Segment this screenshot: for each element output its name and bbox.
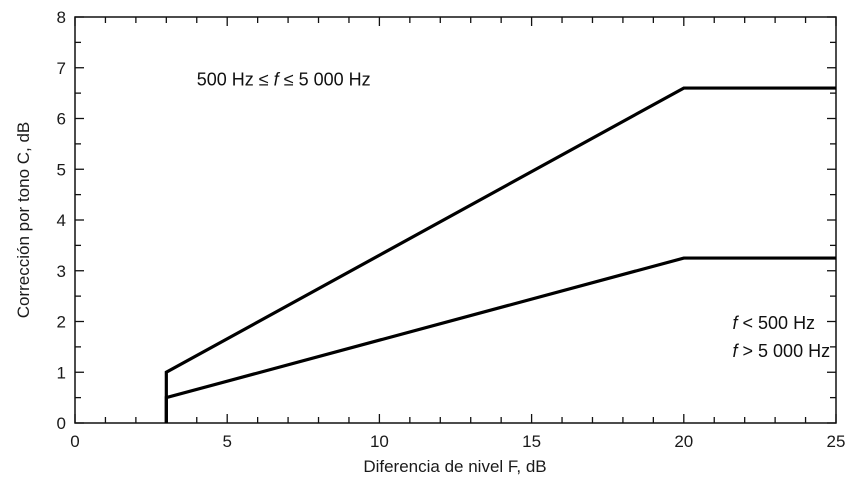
x-tick-label: 5 (222, 432, 231, 451)
x-tick-label: 15 (522, 432, 541, 451)
x-tick-label: 25 (827, 432, 846, 451)
x-axis-label: Diferencia de nivel F, dB (363, 457, 546, 476)
x-tick-label: 20 (674, 432, 693, 451)
y-tick-label: 8 (57, 8, 66, 27)
y-axis-label: Corrección por tono C, dB (14, 122, 33, 319)
annotation-2: f < 500 Hz (733, 313, 816, 333)
plot-frame (74, 16, 837, 424)
x-tick-label: 0 (70, 432, 79, 451)
annotation-1: 500 Hz ≤ f ≤ 5 000 Hz (197, 70, 371, 90)
y-tick-label: 2 (57, 313, 66, 332)
y-tick-label: 6 (57, 110, 66, 129)
y-tick-label: 3 (57, 262, 66, 281)
axis-ticks (74, 16, 837, 424)
y-tick-label: 5 (57, 160, 66, 179)
annotation-3: f > 5 000 Hz (733, 341, 831, 361)
tick-labels: 0 5 10 15 20 25 0 1 2 3 4 5 6 7 8 (57, 8, 846, 451)
y-tick-label: 0 (57, 414, 66, 433)
annotations: 500 Hz ≤ f ≤ 5 000 Hz f < 500 Hz f > 5 000… (197, 70, 830, 362)
x-tick-label: 10 (370, 432, 389, 451)
y-tick-label: 1 (57, 363, 66, 382)
series-line-1 (164, 86, 836, 423)
series-line-2 (164, 256, 836, 423)
y-tick-label: 7 (57, 59, 66, 78)
y-tick-label: 4 (57, 211, 66, 230)
series-group (164, 86, 836, 423)
